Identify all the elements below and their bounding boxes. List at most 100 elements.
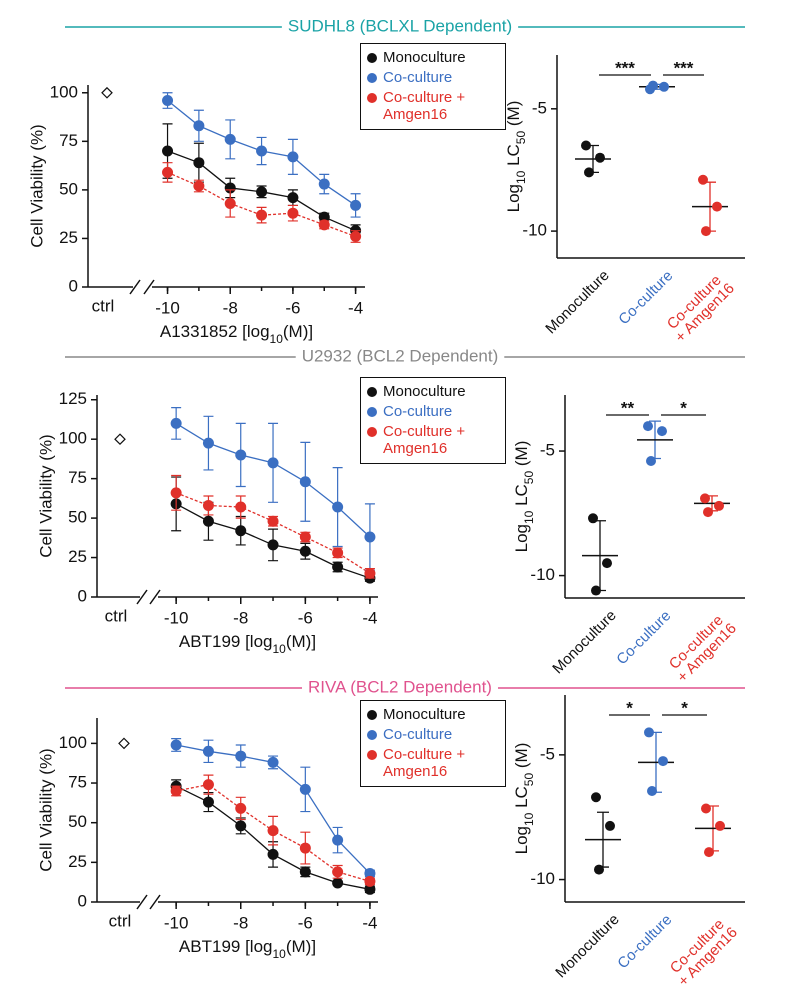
legend: Monoculture Co-culture Co-culture + Amgen1… xyxy=(360,377,506,464)
legend-swatch xyxy=(367,387,377,397)
x-tick-label: -6 xyxy=(285,298,300,317)
x-axis-label-part: ABT199 [log xyxy=(179,632,273,651)
y-tick-label: 0 xyxy=(78,891,87,910)
legend-swatch xyxy=(367,710,377,720)
data-point xyxy=(701,226,711,237)
x-tick-label: -4 xyxy=(362,913,377,932)
legend: Monoculture Co-culture Co-culture + Amgen1… xyxy=(360,700,506,787)
y-axis-label: Cell Viability (%) xyxy=(27,124,46,247)
data-point xyxy=(235,449,247,461)
legend-label: Monoculture xyxy=(383,49,466,66)
y-tick-label: 50 xyxy=(68,508,87,527)
data-point xyxy=(364,867,376,879)
data-point xyxy=(332,501,344,513)
legend: Monoculture Co-culture Co-culture + Amgen1… xyxy=(360,43,506,130)
control-marker xyxy=(101,86,113,99)
data-point xyxy=(162,166,174,178)
data-point xyxy=(287,207,299,219)
significance-label: ** xyxy=(621,398,635,417)
y-axis-label-part: Log xyxy=(512,826,531,854)
data-point xyxy=(364,531,376,543)
y-tick-label: 25 xyxy=(59,228,78,247)
data-point xyxy=(659,81,669,92)
y-tick-label: 75 xyxy=(68,468,87,487)
x-axis-label: ABT199 [log10(M)] xyxy=(179,632,316,656)
x-tick-label: -6 xyxy=(298,913,313,932)
data-point xyxy=(299,866,311,878)
y-axis-label-part: LC xyxy=(512,484,531,510)
data-point xyxy=(332,547,344,559)
data-point xyxy=(605,820,615,831)
axis-break xyxy=(149,589,161,605)
data-point xyxy=(193,157,205,169)
x-axis-label-part: (M)] xyxy=(286,632,316,651)
data-point xyxy=(643,421,653,432)
data-point xyxy=(591,585,601,596)
data-point xyxy=(299,783,311,795)
data-point xyxy=(287,192,299,204)
data-point xyxy=(698,174,708,185)
axis-break xyxy=(136,894,148,910)
significance-label: *** xyxy=(615,58,635,77)
y-tick-label: 75 xyxy=(68,773,87,792)
significance-label: *** xyxy=(674,58,694,77)
x-tick-label: -8 xyxy=(223,298,238,317)
y-axis-label: Log10 LC50 (M) xyxy=(512,743,536,855)
data-point xyxy=(588,513,598,524)
data-point xyxy=(235,525,247,537)
data-point xyxy=(700,493,710,504)
data-point xyxy=(715,820,725,831)
data-point xyxy=(224,133,236,145)
y-tick-label: -5 xyxy=(540,441,555,460)
data-point xyxy=(170,739,182,751)
data-point xyxy=(193,180,205,192)
y-tick-label: -5 xyxy=(540,744,555,763)
control-label: ctrl xyxy=(92,296,115,315)
legend-entry: Monoculture xyxy=(365,383,499,400)
y-axis-label-part: Log xyxy=(512,524,531,552)
data-point xyxy=(235,802,247,814)
x-tick-label: -10 xyxy=(164,913,189,932)
y-tick-label: 100 xyxy=(50,82,78,101)
data-point xyxy=(581,140,591,151)
y-axis-label-part: 50 xyxy=(522,471,536,485)
y-axis-label-part: 50 xyxy=(514,131,528,145)
legend-entry: Co-culture + Amgen16 xyxy=(365,89,499,123)
data-point xyxy=(235,750,247,762)
data-point xyxy=(318,211,330,223)
legend-label: Monoculture xyxy=(383,706,466,723)
data-point xyxy=(256,145,268,157)
data-point xyxy=(170,417,182,429)
data-point xyxy=(162,95,174,107)
data-point xyxy=(332,877,344,889)
data-point xyxy=(712,201,722,212)
legend-entry: Monoculture xyxy=(365,49,499,66)
data-point xyxy=(224,182,236,194)
y-axis-label-part: 50 xyxy=(522,773,536,787)
y-tick-label: -10 xyxy=(530,869,555,888)
significance-label: * xyxy=(626,698,633,717)
data-point xyxy=(202,779,214,791)
data-point xyxy=(332,561,344,573)
data-point xyxy=(267,848,279,860)
panel-title: SUDHL8 (BCLXL Dependent) xyxy=(288,16,512,35)
y-tick-label: 75 xyxy=(59,131,78,150)
data-point xyxy=(267,756,279,768)
y-axis-label: Cell Viability (%) xyxy=(36,434,55,557)
y-tick-label: 25 xyxy=(68,547,87,566)
data-point xyxy=(170,487,182,499)
legend-label: Monoculture xyxy=(383,383,466,400)
legend-entry: Co-culture xyxy=(365,403,499,420)
legend-swatch xyxy=(367,427,377,437)
control-marker xyxy=(114,433,126,446)
data-point xyxy=(287,151,299,163)
data-point xyxy=(350,199,362,211)
y-axis-label: Log10 LC50 (M) xyxy=(504,101,528,213)
data-point xyxy=(647,786,657,797)
x-axis-label-part: ABT199 [log xyxy=(179,937,273,956)
data-point xyxy=(602,558,612,569)
control-label: ctrl xyxy=(109,911,132,930)
panel-title: U2932 (BCL2 Dependent) xyxy=(302,346,499,365)
x-tick-label: -4 xyxy=(348,298,363,317)
x-axis-label-part: 10 xyxy=(272,947,286,961)
